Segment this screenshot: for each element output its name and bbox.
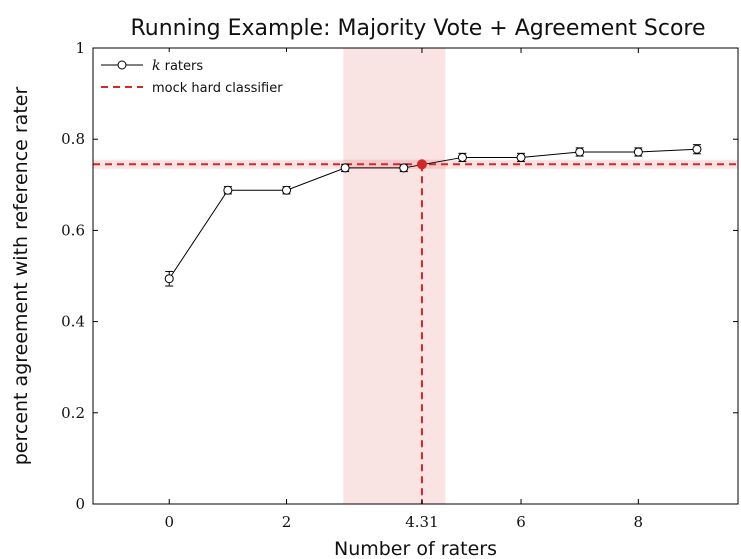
x-tick-label: 6 [516, 513, 526, 531]
y-tick-label: 0 [75, 495, 85, 513]
x-tick-label: 8 [634, 513, 644, 531]
x-tick-label: 2 [282, 513, 292, 531]
x-axis-label: Number of raters [334, 538, 497, 559]
legend: k raters mock hard classifier [96, 52, 336, 98]
intersection-band [343, 48, 446, 504]
y-tick-label: 0.8 [61, 130, 85, 148]
x-tick-label: 4.31 [405, 513, 438, 531]
intersection-point [416, 159, 427, 170]
data-point [692, 144, 702, 154]
data-point [457, 152, 467, 162]
y-tick-label: 0.4 [61, 313, 85, 331]
data-point [164, 274, 174, 284]
y-tick-label: 1 [75, 39, 85, 57]
legend-marker-k-raters [117, 60, 127, 70]
legend-label-k-raters: k raters [152, 58, 203, 74]
data-point [575, 147, 585, 157]
data-point [340, 163, 350, 173]
plot-frame [92, 47, 739, 505]
data-point [223, 185, 233, 195]
legend-box [96, 52, 336, 98]
legend-label-mock-classifier: mock hard classifier [152, 81, 283, 96]
data-point [282, 185, 291, 195]
x-tick-label: 0 [164, 513, 174, 531]
reference-band [93, 159, 738, 169]
y-tick-label: 0.2 [61, 404, 85, 422]
y-axis-label: percent agreement with reference rater [10, 87, 32, 466]
series-line-0 [168, 148, 697, 280]
chart-title: Running Example: Majority Vote + Agreeme… [131, 16, 706, 41]
y-tick-label: 0.6 [61, 221, 85, 239]
data-point [399, 163, 409, 173]
data-point [516, 152, 526, 162]
data-point [633, 147, 643, 157]
